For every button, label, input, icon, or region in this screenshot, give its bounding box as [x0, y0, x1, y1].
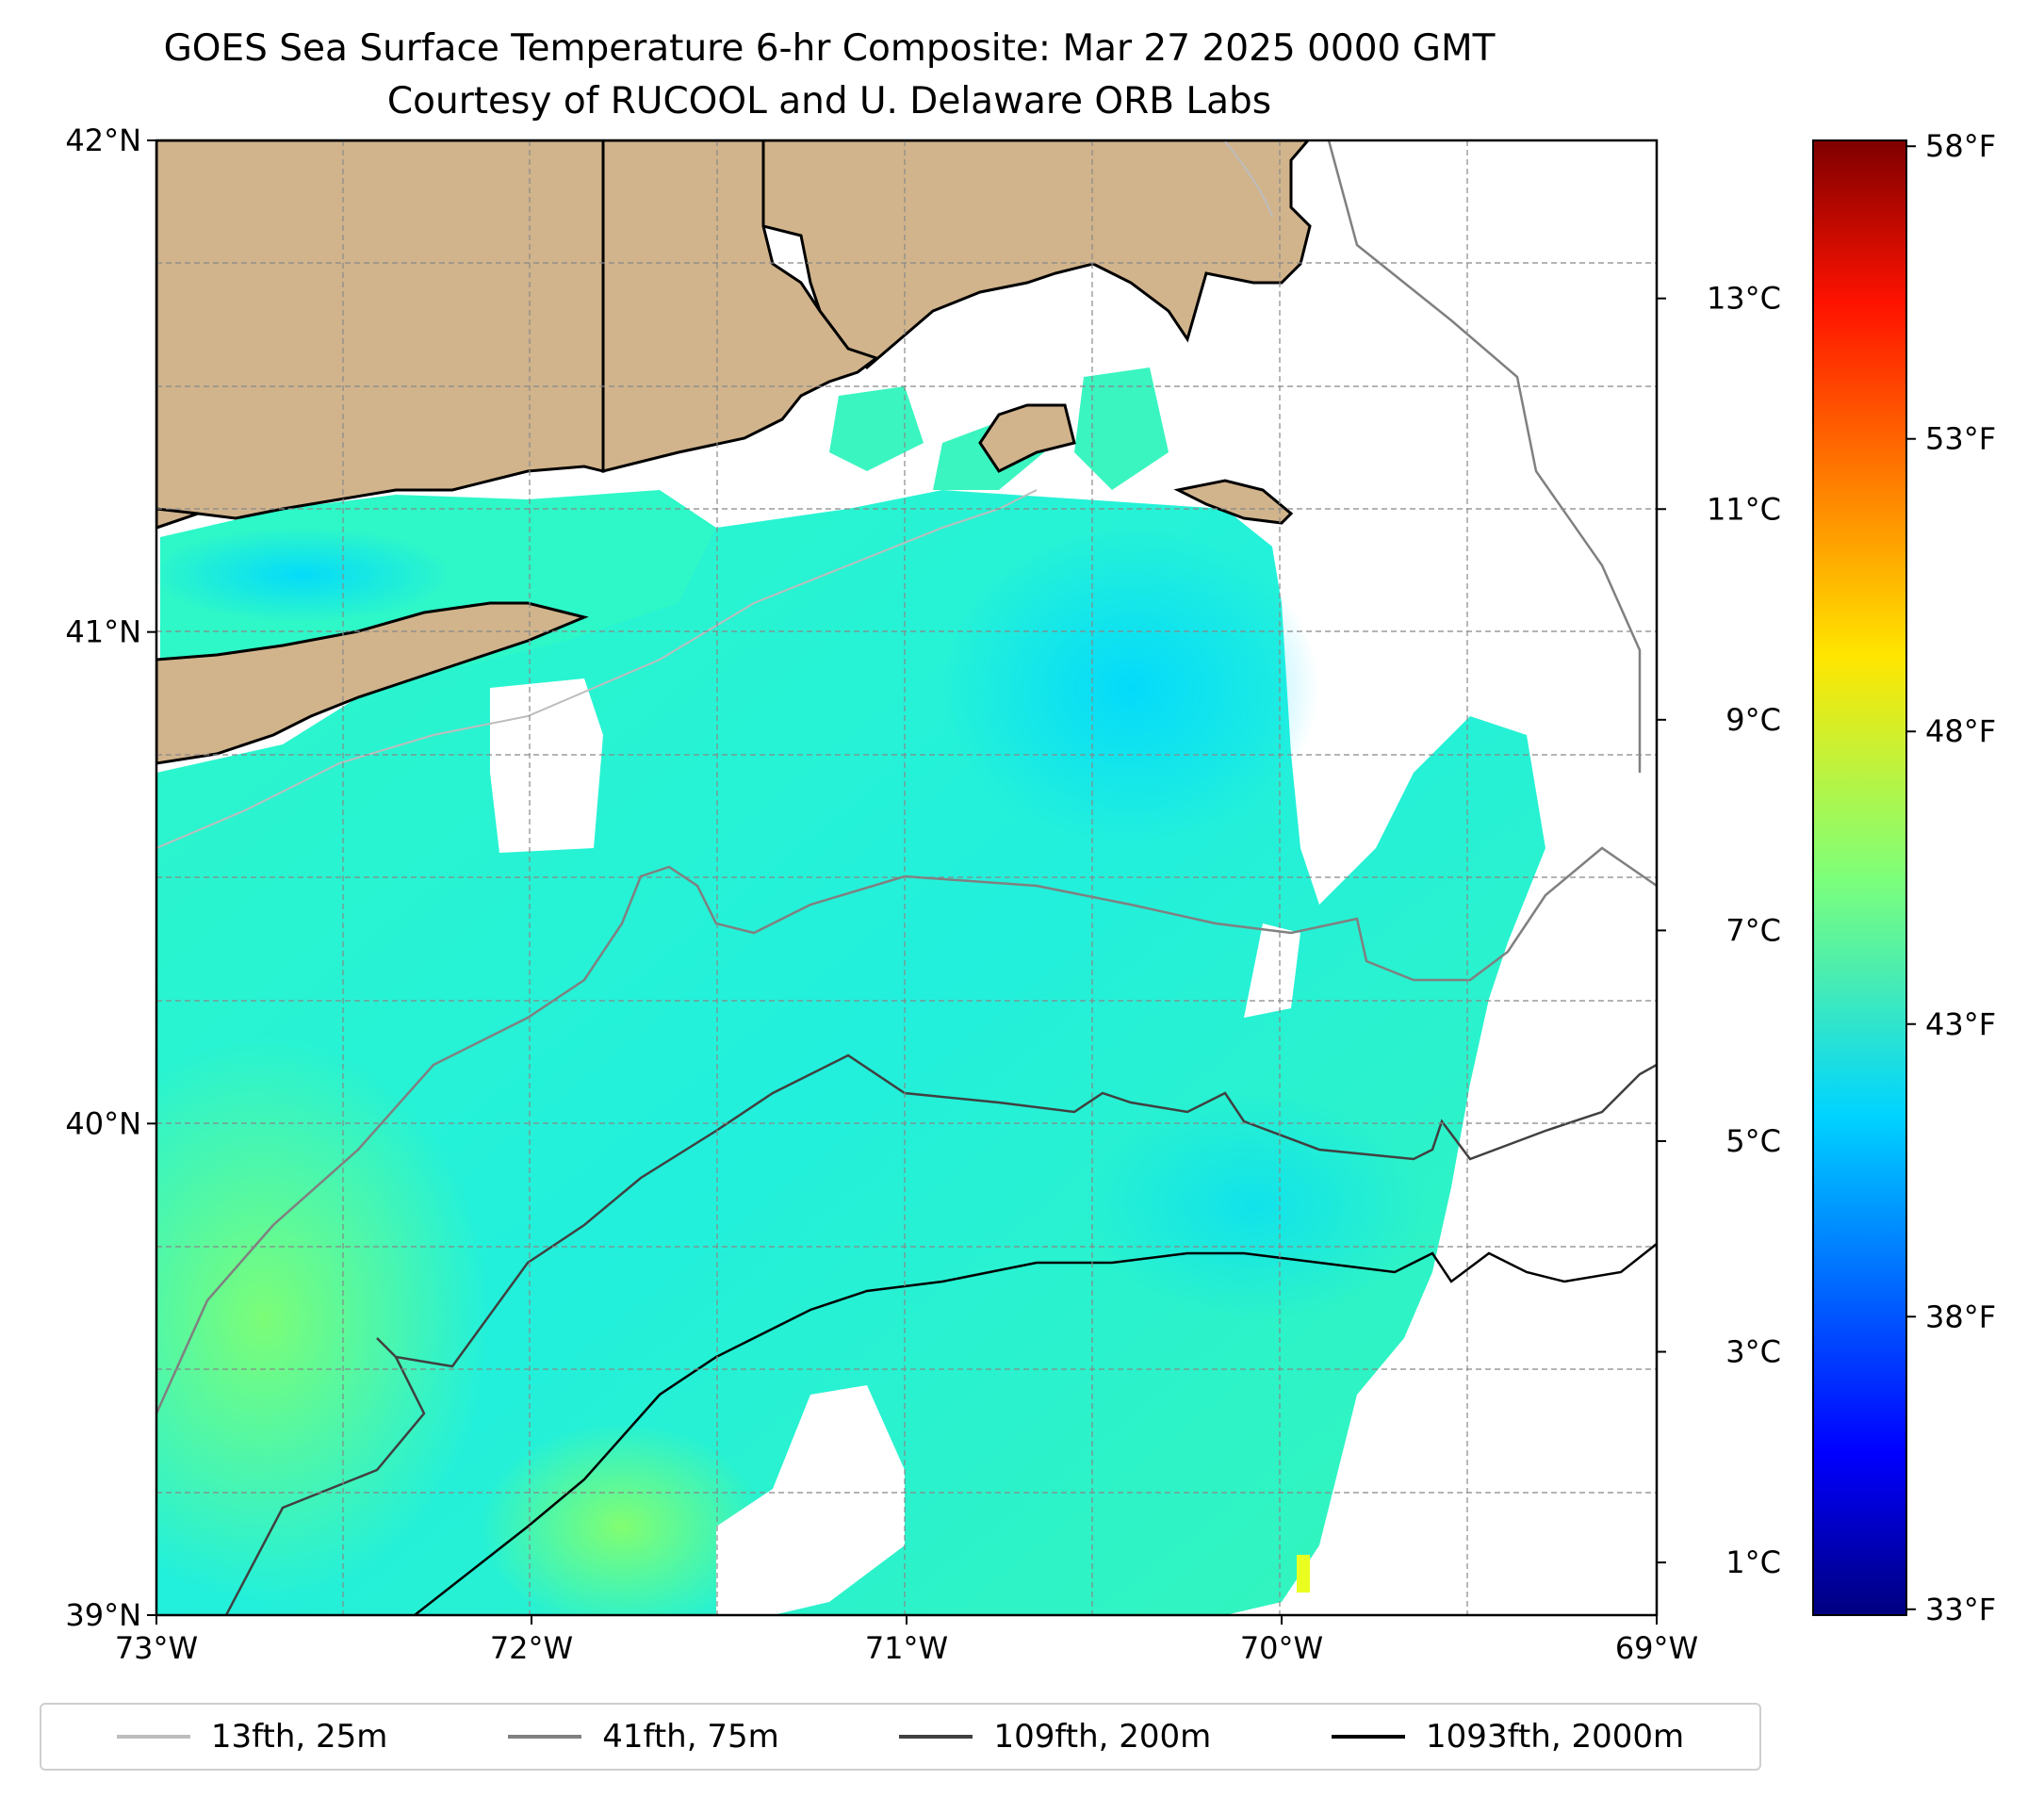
- legend-line-25m: [116, 1735, 190, 1739]
- sst-field: [156, 368, 1545, 1615]
- celsius-tick-label: 1°C: [1725, 1544, 1781, 1580]
- celsius-tick-label: 3°C: [1725, 1334, 1781, 1370]
- legend-label-25m: 13fth, 25m: [210, 1718, 388, 1756]
- lat-tick-label: 41°N: [65, 614, 141, 650]
- contour-200m: [224, 1054, 1657, 1615]
- fahrenheit-tick-label: 38°F: [1925, 1299, 1996, 1334]
- lat-tick-label: 40°N: [65, 1105, 141, 1141]
- legend-item-200m: 109fth, 200m: [899, 1718, 1211, 1756]
- celsius-tick-label: 5°C: [1725, 1123, 1781, 1159]
- lon-tick-label: 70°W: [1240, 1630, 1323, 1666]
- contour-25m: [156, 489, 1038, 849]
- longitude-ticks: 73°W 72°W 71°W 70°W 69°W: [115, 1615, 1698, 1666]
- legend-line-75m: [508, 1735, 582, 1739]
- legend-item-75m: 41fth, 75m: [508, 1718, 779, 1756]
- celsius-tick-label: 13°C: [1707, 281, 1781, 317]
- land: [156, 140, 1312, 765]
- lat-tick-label: 42°N: [65, 123, 141, 158]
- map-subtitle: Courtesy of RUCOOL and U. Delaware ORB L…: [386, 80, 1272, 123]
- colorbar: [1812, 139, 1907, 1616]
- lon-tick-label: 69°W: [1615, 1630, 1698, 1666]
- lat-tick-label: 39°N: [65, 1597, 141, 1633]
- sst-map-figure: 73°W 72°W 71°W 70°W 69°W 42°N 41°N 40°N 39°N 1°…: [65, 123, 1996, 1666]
- legend-item-2000m: 1093fth, 2000m: [1332, 1718, 1684, 1756]
- legend-label-75m: 41fth, 75m: [602, 1718, 779, 1756]
- celsius-tick-label: 9°C: [1725, 702, 1781, 738]
- lon-tick-label: 72°W: [490, 1630, 573, 1666]
- contour-2000m: [414, 1243, 1657, 1615]
- bathymetry-contours: [156, 140, 1657, 1615]
- graticule: [156, 140, 1657, 1615]
- fahrenheit-tick-label: 53°F: [1925, 421, 1996, 457]
- legend-item-25m: 13fth, 25m: [116, 1718, 388, 1756]
- legend-line-200m: [899, 1735, 973, 1739]
- legend-line-2000m: [1332, 1735, 1406, 1739]
- fahrenheit-tick-label: 48°F: [1925, 713, 1996, 749]
- map-title: GOES Sea Surface Temperature 6-hr Compos…: [163, 27, 1496, 70]
- depth-legend: 13fth, 25m 41fth, 75m 109fth, 200m 1093f…: [40, 1703, 1761, 1771]
- lon-tick-label: 73°W: [115, 1630, 198, 1666]
- legend-label-2000m: 1093fth, 2000m: [1426, 1718, 1685, 1756]
- celsius-ticks: 1°C 3°C 5°C 7°C 9°C 11°C 13°C: [1657, 281, 1781, 1580]
- contour-75m: [156, 846, 1657, 1414]
- latitude-ticks: 42°N 41°N 40°N 39°N: [65, 123, 156, 1633]
- celsius-tick-label: 7°C: [1725, 912, 1781, 948]
- fahrenheit-tick-label: 58°F: [1925, 128, 1996, 164]
- fahrenheit-ticks: 33°F 38°F 43°F 48°F 53°F 58°F: [1906, 128, 1996, 1627]
- fahrenheit-tick-label: 43°F: [1925, 1006, 1996, 1042]
- lon-tick-label: 71°W: [865, 1630, 948, 1666]
- celsius-tick-label: 11°C: [1707, 491, 1781, 527]
- legend-label-200m: 109fth, 200m: [993, 1718, 1212, 1756]
- fahrenheit-tick-label: 33°F: [1925, 1592, 1996, 1627]
